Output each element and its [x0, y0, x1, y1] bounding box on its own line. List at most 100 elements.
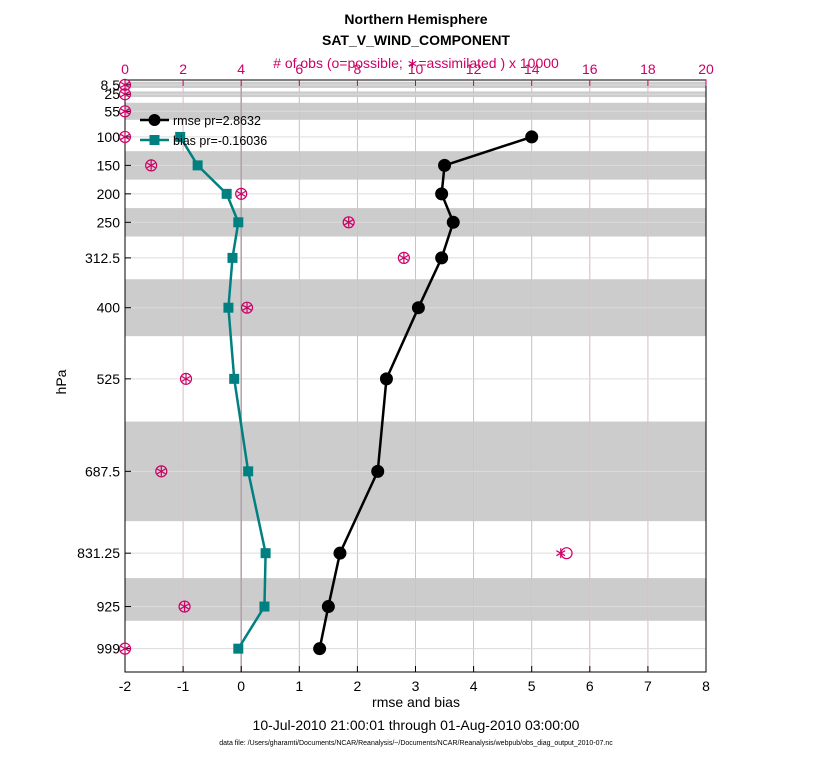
rmse-point-2 [435, 187, 449, 201]
tick-labels: -2 -1 0 1 2 3 4 5 6 7 80 2 4 6 8 10 12 14 16 18 208.52555100… [77, 61, 714, 694]
x-tick-label-6: 4 [470, 678, 478, 694]
y-tick-label-13: 999 [97, 641, 121, 657]
bias-point-9 [259, 601, 270, 612]
obs-assimilated-7 [399, 252, 409, 263]
y-tick-label-1: 25 [104, 86, 120, 102]
obs-possible-10 [155, 465, 168, 478]
rmse-point-1 [438, 158, 452, 172]
obs-assimilated-6 [344, 217, 354, 228]
rmse-point-7 [371, 464, 385, 478]
legend-label-1: bias pr=-0.16036 [173, 134, 267, 148]
top-x-tick-label-7: 14 [524, 61, 540, 77]
obs-assimilated-2 [120, 106, 130, 117]
bias-point-7 [243, 466, 254, 477]
bias-point-6 [229, 373, 240, 384]
x-tick-label-5: 3 [412, 678, 420, 694]
y-tick-label-9: 525 [97, 371, 121, 387]
top-x-tick-label-0: 0 [121, 61, 129, 77]
rmse-point-0 [525, 130, 539, 144]
obs-assimilated-3 [120, 131, 130, 142]
obs-possible-8 [240, 301, 254, 314]
grid [124, 80, 707, 672]
top-x-tick-label-10: 20 [698, 61, 714, 77]
obs-assimilated-13 [120, 643, 130, 654]
y-tick-label-7: 312.5 [85, 250, 120, 266]
footer: data file: /Users/gharamti/Documents/NCA… [219, 740, 613, 747]
obs-assimilated-5 [236, 188, 246, 199]
top-axis-label: # of obs (o=possible; ∗=assimilated ) x … [273, 55, 559, 71]
obs-possible-5 [235, 187, 248, 200]
obs-markers [118, 78, 573, 655]
legend-label-0: rmse pr=2.8632 [173, 114, 261, 128]
rmse-point-10 [313, 642, 327, 656]
chart-subtitle: SAT_V_WIND_COMPONENT [322, 32, 510, 48]
obs-assimilated-4 [146, 160, 156, 171]
x-tick-label-3: 1 [295, 678, 303, 694]
x-tick-label-2: 0 [237, 678, 245, 694]
y-tick-label-12: 925 [97, 599, 121, 615]
top-x-tick-label-3: 6 [295, 61, 303, 77]
obs-possible-3 [118, 130, 132, 144]
top-x-tick-label-8: 16 [582, 61, 598, 77]
bias-point-1 [192, 160, 203, 171]
x-tick-label-7: 5 [528, 678, 536, 694]
x-axis-label: rmse and bias [372, 694, 460, 710]
top-x-tick-label-1: 2 [179, 61, 187, 77]
obs-possible-4 [145, 159, 158, 172]
legend-marker-0 [148, 114, 161, 126]
bias-point-2 [221, 188, 232, 199]
y-tick-label-11: 831.25 [77, 545, 120, 561]
obs-possible-6 [342, 216, 355, 229]
x-tick-label-8: 6 [586, 678, 594, 694]
obs-assimilated-12 [179, 601, 190, 612]
y-tick-label-3: 100 [97, 129, 121, 145]
obs-assimilated-8 [242, 302, 252, 313]
top-x-tick-label-2: 4 [237, 61, 245, 77]
top-x-tick-label-4: 8 [354, 61, 362, 77]
top-x-tick-label-5: 10 [408, 61, 424, 77]
y-tick-label-6: 250 [97, 214, 121, 230]
bias-point-0 [175, 131, 186, 142]
y-tick-label-0: 8.5 [101, 77, 121, 93]
date-range: 10-Jul-2010 21:00:01 through 01-Aug-2010… [253, 717, 580, 733]
top-x-tick-label-6: 12 [466, 61, 482, 77]
bias-point-8 [260, 548, 271, 559]
obs-assimilated-10 [156, 466, 166, 477]
obs-assimilated-9 [181, 373, 191, 384]
obs-possible-7 [397, 251, 410, 264]
rmse-point-9 [321, 600, 335, 614]
y-tick-label-5: 200 [97, 186, 121, 202]
bias-point-5 [223, 302, 234, 313]
rmse-point-3 [446, 215, 460, 229]
rmse-point-5 [411, 301, 425, 315]
x-tick-label-4: 2 [354, 678, 362, 694]
axes [124, 79, 707, 673]
rmse-point-6 [379, 372, 393, 386]
obs-assimilated-11 [556, 548, 566, 559]
x-tick-label-9: 7 [644, 678, 652, 694]
bias-point-3 [233, 217, 244, 228]
y-tick-label-4: 150 [97, 157, 121, 173]
obs-possible-13 [118, 642, 132, 655]
rmse-point-4 [435, 251, 449, 265]
y-axis-label: hPa [53, 369, 69, 394]
chart-title: Northern Hemisphere [344, 11, 487, 27]
bias-point-10 [233, 643, 244, 654]
series-lines [175, 130, 539, 656]
obs-possible-12 [178, 600, 191, 613]
rmse-point-8 [333, 546, 347, 560]
legend: rmse pr=2.8632 bias pr=-0.16036 [140, 114, 267, 148]
obs-possible-9 [179, 372, 193, 385]
top-x-tick-label-9: 18 [640, 61, 656, 77]
y-tick-label-2: 55 [104, 103, 120, 119]
y-tick-label-10: 687.5 [85, 463, 120, 479]
x-tick-label-1: -1 [177, 678, 190, 694]
legend-marker-1 [149, 135, 160, 145]
x-tick-label-0: -2 [119, 678, 132, 694]
obs-assimilated-1 [120, 89, 130, 100]
y-tick-label-8: 400 [97, 300, 121, 316]
x-tick-label-10: 8 [702, 678, 710, 694]
obs-possible-1 [118, 88, 132, 101]
bias-point-4 [227, 252, 238, 263]
